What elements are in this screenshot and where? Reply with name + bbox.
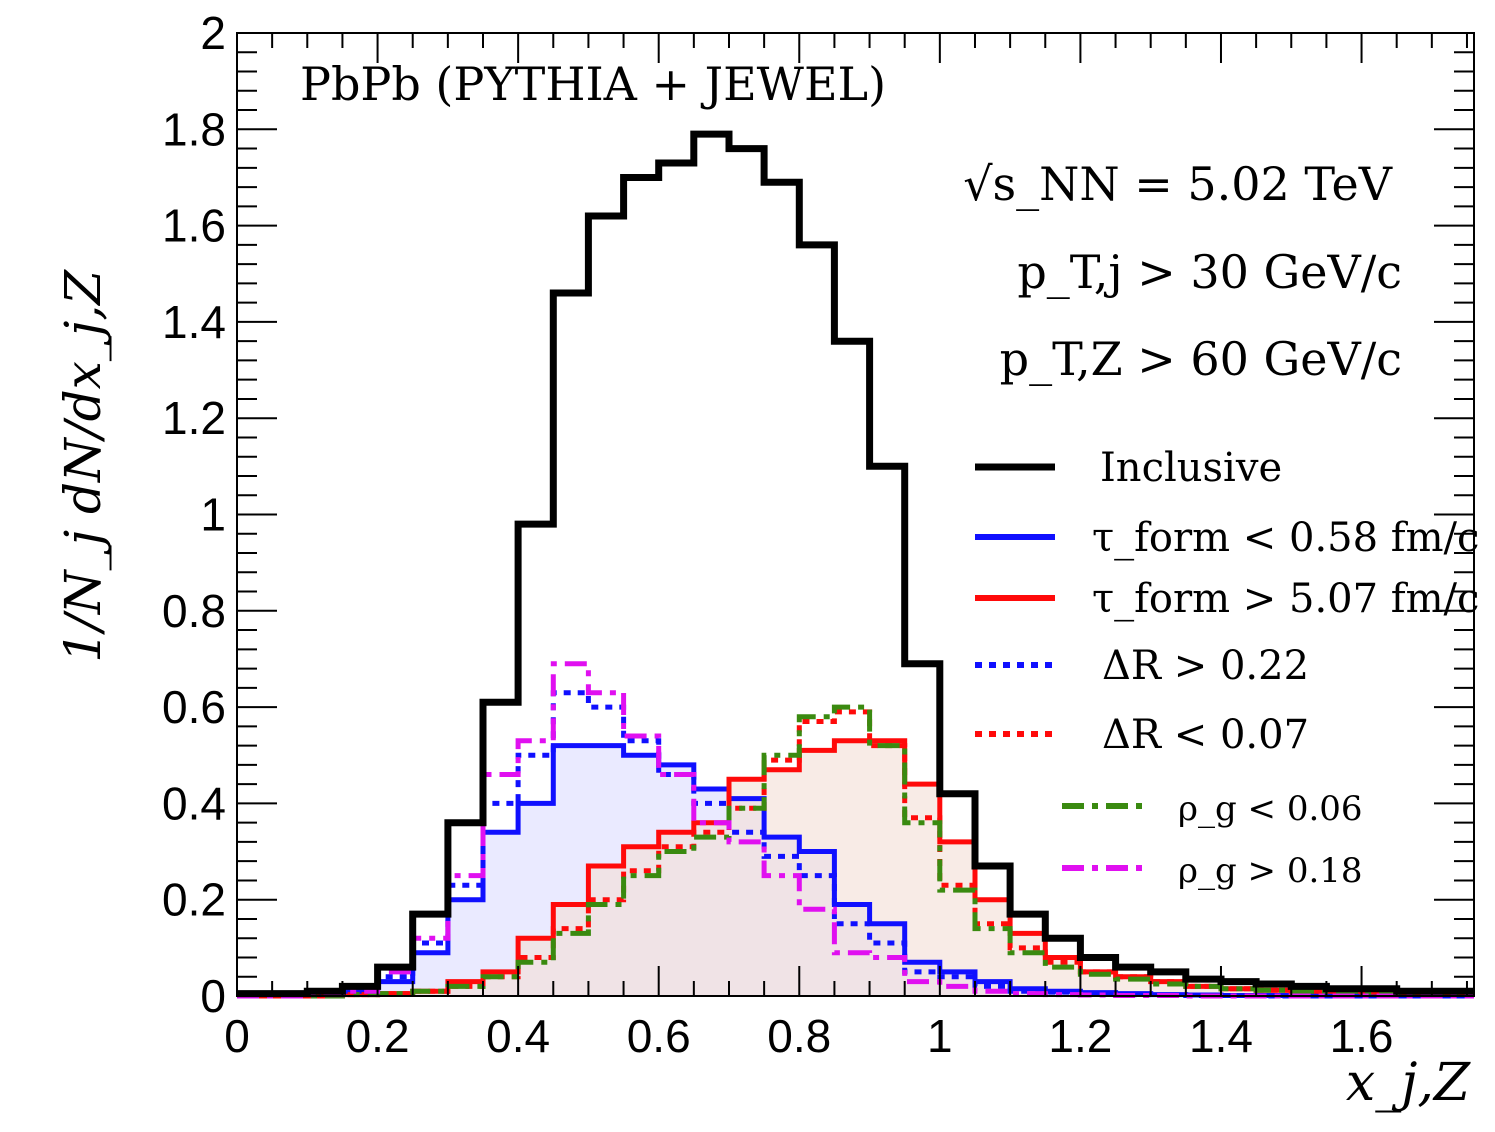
x-tick-label: 0.4 xyxy=(486,1010,550,1062)
y-tick-label: 0.4 xyxy=(162,777,226,829)
series-fill-1 xyxy=(237,745,1474,996)
legend-label-6: ρ_g > 0.18 xyxy=(1178,851,1363,891)
y-tick-label: 1.4 xyxy=(162,296,226,348)
annotation-sqrt-s: √s_NN = 5.02 TeV xyxy=(963,157,1393,211)
tick-labels: 0 0.2 0.4 0.6 0.8 1 1.2 1.4 1.6 0 0.2 0.4 0.6 0.8 1 1.2… xyxy=(162,7,1393,1062)
x-tick-label: 0.8 xyxy=(767,1010,831,1062)
y-tick-label: 1 xyxy=(200,489,226,541)
annotation-pt-z: p_T,Z > 60 GeV/c xyxy=(1000,332,1402,386)
legend-label-0: Inclusive xyxy=(1100,445,1282,491)
legend-label-4: ΔR < 0.07 xyxy=(1102,712,1309,758)
x-tick-label: 1.2 xyxy=(1048,1010,1112,1062)
x-axis-label: x_j,Z xyxy=(1346,1053,1471,1113)
legend-label-3: ΔR > 0.22 xyxy=(1102,643,1309,689)
series-fills xyxy=(237,740,1474,996)
series-line-6 xyxy=(237,661,1474,999)
legend-label-1: τ_form < 0.58 fm/c xyxy=(1092,515,1479,561)
legend: Inclusive τ_form < 0.58 fm/c τ_form > 5.07… xyxy=(975,445,1479,891)
y-tick-label: 0 xyxy=(200,970,226,1022)
annotation-pt-jet: p_T,j > 30 GeV/c xyxy=(1017,245,1402,299)
y-tick-label: 1.8 xyxy=(162,103,226,155)
y-tick-label: 2 xyxy=(200,7,226,59)
y-tick-label: 0.8 xyxy=(162,585,226,637)
legend-label-2: τ_form > 5.07 fm/c xyxy=(1092,576,1479,622)
x-tick-label: 1.4 xyxy=(1189,1010,1253,1062)
x-tick-label: 0 xyxy=(224,1010,250,1062)
series-fill-2 xyxy=(237,740,1474,996)
y-axis-label: 1/N_j dN/dx_j,Z xyxy=(54,269,112,663)
y-tick-label: 1.6 xyxy=(162,200,226,252)
x-tick-label: 0.2 xyxy=(346,1010,410,1062)
x-tick-label: 0.6 xyxy=(627,1010,691,1062)
chart-title: PbPb (PYTHIA + JEWEL) xyxy=(300,57,886,111)
axis-ticks xyxy=(236,32,1474,997)
y-tick-label: 0.6 xyxy=(162,681,226,733)
plot-frame xyxy=(236,32,1475,997)
x-tick-label: 1.6 xyxy=(1330,1010,1394,1062)
legend-label-5: ρ_g < 0.06 xyxy=(1178,789,1363,829)
x-tick-label: 1 xyxy=(927,1010,953,1062)
y-tick-label: 0.2 xyxy=(162,874,226,926)
y-tick-label: 1.2 xyxy=(162,392,226,444)
